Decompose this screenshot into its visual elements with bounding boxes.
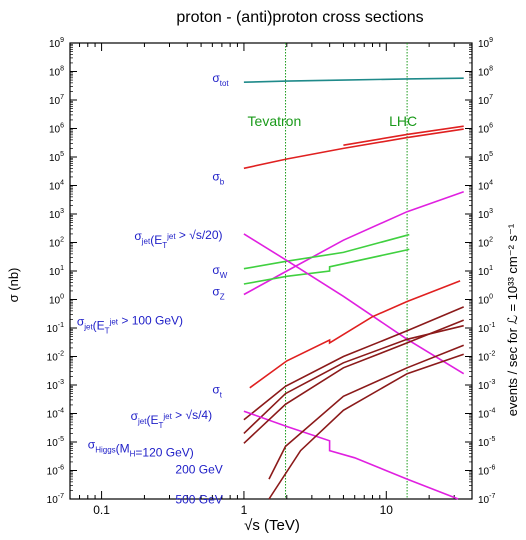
series-line <box>268 353 464 500</box>
series-line <box>243 306 465 421</box>
series-label: σHiggs(MH=120 GeV) <box>88 437 194 459</box>
series-line <box>243 233 410 270</box>
y-tick-label-left: 106 <box>49 123 64 136</box>
y-tick-label-left: 10-4 <box>47 408 64 421</box>
series-label: σZ <box>212 284 224 301</box>
y-tick-label-right: 10-4 <box>478 408 495 421</box>
x-tick-label: 1 <box>241 503 248 517</box>
series-line <box>249 280 461 389</box>
y-axis-label-right: events / sec for ℒ = 10³³ cm⁻² s⁻¹ <box>505 223 520 416</box>
reference-label-lhc: LHC <box>389 113 417 129</box>
y-tick-label-left: 10-6 <box>47 465 64 478</box>
series-label: σjet(ETjet > √s/20) <box>134 228 222 250</box>
series-line <box>243 248 410 285</box>
y-tick-label-right: 107 <box>478 94 493 107</box>
y-tick-label-left: 107 <box>49 94 64 107</box>
x-tick-label: 10 <box>380 503 394 517</box>
series-line <box>243 128 464 170</box>
series-label: σb <box>212 169 224 186</box>
y-tick-label-right: 103 <box>478 208 493 221</box>
y-tick-label-right: 108 <box>478 66 493 79</box>
y-tick-label-right: 101 <box>478 265 493 278</box>
y-tick-label-left: 10-3 <box>47 379 64 392</box>
y-tick-label-left: 10-5 <box>47 436 64 449</box>
y-tick-label-left: 101 <box>49 265 64 278</box>
series-label: σjet(ETjet > √s/4) <box>131 408 212 430</box>
y-tick-label-right: 104 <box>478 180 493 193</box>
y-tick-label-left: 108 <box>49 66 64 79</box>
series-line <box>243 410 459 500</box>
series-line <box>243 191 464 296</box>
y-tick-label-right: 10-3 <box>478 379 495 392</box>
y-tick-label-right: 10-6 <box>478 465 495 478</box>
y-tick-label-right: 105 <box>478 151 493 164</box>
series-line <box>343 125 464 146</box>
series-line <box>268 344 464 480</box>
y-tick-label-right: 10-5 <box>478 436 495 449</box>
x-tick-label: 0.1 <box>93 503 110 517</box>
y-tick-label-right: 109 <box>478 37 493 50</box>
x-axis-label: √s (TeV) <box>244 517 300 534</box>
series-line <box>243 319 464 444</box>
y-tick-label-left: 104 <box>49 180 64 193</box>
y-tick-label-left: 10-1 <box>47 322 64 335</box>
series-label: σt <box>212 383 222 400</box>
plot-frame <box>69 42 473 500</box>
chart-title: proton - (anti)proton cross sections <box>176 9 423 26</box>
series-line <box>243 77 464 83</box>
y-tick-label-left: 100 <box>49 294 64 307</box>
y-tick-label-left: 109 <box>49 37 64 50</box>
y-axis-label: σ (nb) <box>6 268 21 303</box>
series-line <box>243 233 465 375</box>
y-tick-label-right: 102 <box>478 237 493 250</box>
y-tick-label-right: 106 <box>478 123 493 136</box>
series-label: σtot <box>212 71 229 88</box>
y-tick-label-right: 10-2 <box>478 351 495 364</box>
y-tick-label-right: 100 <box>478 294 493 307</box>
y-tick-label-left: 105 <box>49 151 64 164</box>
series-label: 200 GeV <box>175 462 222 476</box>
series-label: 500 GeV <box>175 492 222 506</box>
series-label: σjet(ETjet > 100 GeV) <box>77 314 183 336</box>
y-tick-label-left: 10-2 <box>47 351 64 364</box>
series-label: σW <box>212 263 227 280</box>
y-tick-label-right: 10-7 <box>478 493 495 506</box>
reference-label-tevatron: Tevatron <box>248 113 302 129</box>
y-tick-label-left: 102 <box>49 237 64 250</box>
y-tick-label-left: 10-7 <box>47 493 64 506</box>
series-line <box>243 324 464 434</box>
y-tick-label-left: 103 <box>49 208 64 221</box>
y-tick-label-right: 10-1 <box>478 322 495 335</box>
